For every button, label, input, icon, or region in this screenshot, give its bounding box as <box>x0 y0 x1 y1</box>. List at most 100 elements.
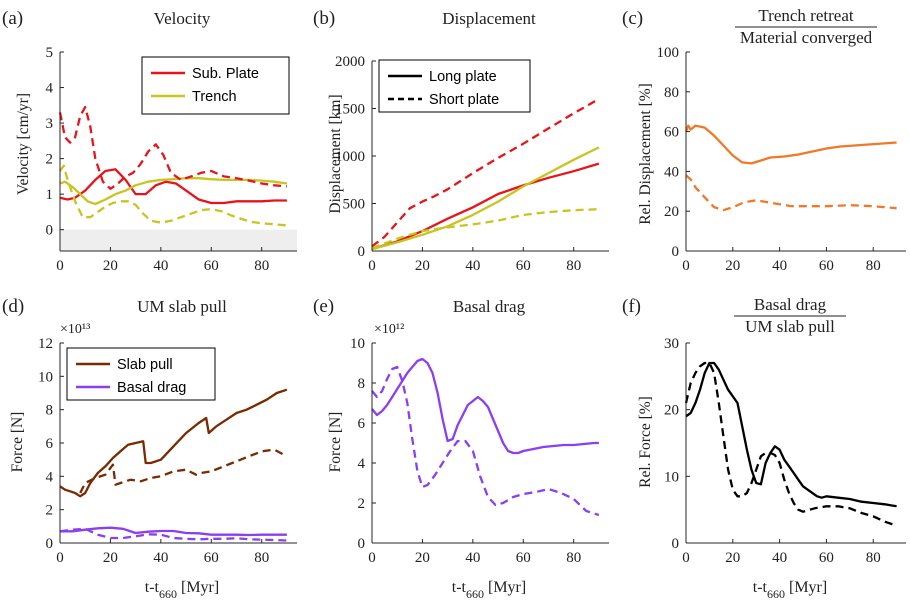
panel-d-axes: 0 20 40 60 80 0 2 4 6 8 10 12 <box>38 336 297 566</box>
panel-c-ylabel: Rel. Displacement [%] <box>637 83 654 225</box>
panel-b-legend-box <box>378 59 531 113</box>
panel-c-y-tick-label: 100 <box>657 45 680 61</box>
panel-a-y-tick-label: 2 <box>46 152 54 168</box>
panel-c-x-tick-label: 20 <box>725 258 740 274</box>
panel-d-legend-box <box>66 347 216 401</box>
panel-f-relative-force: (f) Basal drag UM slab pull Rel. Force [… <box>622 295 906 601</box>
panel-d-x-tick-label: 40 <box>153 550 168 566</box>
panel-e-x-tick-label: 60 <box>516 550 531 566</box>
panel-e-series <box>371 357 600 517</box>
panel-d-x-tick-label: 20 <box>103 550 118 566</box>
panel-c-y-tick-label: 40 <box>664 164 679 180</box>
panel-a-series-yellow-solid <box>59 177 288 206</box>
panel-e-y-tick-label: 0 <box>358 536 366 552</box>
panel-e-xlabel: t-t660 [Myr] <box>452 579 526 601</box>
panel-d-series-purple-dashed <box>59 527 287 542</box>
panel-e-series-purple-dashed <box>371 365 600 517</box>
panel-f-title-denominator: UM slab pull <box>745 317 835 336</box>
panel-d-legend: Slab pull Basal drag <box>66 347 216 401</box>
panel-d-legend-label: Slab pull <box>117 357 173 373</box>
panel-a-series-red-solid <box>59 168 287 205</box>
panel-e-y-tick-label: 10 <box>350 336 365 352</box>
panel-b-title: Displacement <box>442 9 536 28</box>
panel-f-x-tick-label: 40 <box>772 550 787 566</box>
panel-e-y-tick-label: 4 <box>358 456 366 472</box>
panel-f-x-tick-label: 20 <box>725 550 740 566</box>
panel-d-x-tick-label: 60 <box>204 550 219 566</box>
panel-a-legend-label: Trench <box>192 89 237 105</box>
panel-b-y-tick-label: 1500 <box>335 102 365 118</box>
panel-a-y-tick-label: 4 <box>46 81 54 97</box>
panel-d-series-brown-solid <box>59 388 288 498</box>
panel-e-axes: 0 20 40 60 80 0 2 4 6 8 10 <box>350 336 609 566</box>
panel-b-y-tick-label: 0 <box>358 244 366 260</box>
panel-b-x-tick-label: 80 <box>566 258 581 274</box>
panel-f-xlabel: t-t660 [Myr] <box>753 579 827 601</box>
panel-a-x-tick-label: 40 <box>153 258 168 274</box>
panel-a-series-yellow-dashed <box>59 164 288 227</box>
panel-d-ylabel: Force [N] <box>9 412 26 473</box>
panel-a-x-tick-label: 0 <box>56 258 64 274</box>
panel-a-title: Velocity <box>154 9 211 28</box>
panel-d-y-tick-label: 0 <box>46 536 54 552</box>
panel-e-y-tick-label: 8 <box>358 376 366 392</box>
panel-d-series-brown-dashed <box>79 448 288 494</box>
panel-f-y-tick-label: 10 <box>664 469 679 485</box>
panel-e-x-tick-label: 0 <box>368 550 376 566</box>
panel-a-velocity: (a) Velocity Velocity [cm/yr] 0 20 40 60 800… <box>2 8 297 274</box>
panel-a-negative-region <box>60 229 297 251</box>
panel-e-y-tick-label: 6 <box>358 416 366 432</box>
panel-f-title-numerator: Basal drag <box>754 295 827 314</box>
panel-a-legend-box <box>141 56 290 115</box>
panel-d-y-tick-label: 10 <box>38 369 53 385</box>
panel-c-label: (c) <box>622 8 643 29</box>
panel-b-x-tick-label: 40 <box>465 258 480 274</box>
panel-d-title: UM slab pull <box>137 297 227 316</box>
panel-d-series <box>59 388 288 542</box>
panel-b-series-yellow-dashed <box>371 208 599 250</box>
panel-b-ylabel: Displacement [km] <box>327 94 344 213</box>
panel-b-legend-label: Short plate <box>429 92 499 108</box>
panel-f-y-tick-label: 0 <box>672 536 680 552</box>
panel-a-x-tick-label: 60 <box>204 258 219 274</box>
panel-c-y-tick-label: 20 <box>664 204 679 220</box>
panel-c-series <box>684 124 897 212</box>
panel-f-ylabel: Rel. Force [%] <box>637 396 654 488</box>
panel-d-legend-label: Basal drag <box>117 380 186 396</box>
panel-f-y-tick-label: 30 <box>664 336 679 352</box>
panel-c-x-tick-label: 80 <box>866 258 881 274</box>
panel-b-y-tick-label: 1000 <box>335 149 365 165</box>
panel-d-y-tick-label: 8 <box>46 403 54 419</box>
panel-f-x-tick-label: 80 <box>866 550 881 566</box>
panel-c-y-tick-label: 0 <box>672 244 680 260</box>
panel-d-y-tick-label: 12 <box>38 336 53 352</box>
panel-b-series-red-dashed <box>371 97 600 248</box>
panel-c-x-tick-label: 0 <box>682 258 690 274</box>
panel-f-label: (f) <box>622 296 641 317</box>
panel-a-series-red-dashed <box>58 105 287 190</box>
panel-b-axes: 0 20 40 60 80 0 500 1000 1500 2000 <box>335 54 609 274</box>
panel-d-series-purple-solid <box>60 526 287 537</box>
panel-b-legend-label: Long plate <box>429 69 497 85</box>
panel-d-x-tick-label: 0 <box>56 550 64 566</box>
panel-b-x-tick-label: 0 <box>368 258 376 274</box>
panel-c-series-orange-solid <box>684 124 897 165</box>
panel-d-scale-label: ×10¹³ <box>60 322 90 337</box>
panel-e-x-tick-label: 20 <box>415 550 430 566</box>
panel-d-x-tick-label: 80 <box>254 550 269 566</box>
panel-d-y-tick-label: 2 <box>46 503 54 519</box>
panel-a-x-tick-label: 20 <box>103 258 118 274</box>
panel-a-series <box>58 105 288 227</box>
panel-c-relative-displacement: (c) Trench retreat Material converged Re… <box>622 6 906 274</box>
panel-f-series-black-dashed <box>684 361 897 527</box>
panel-c-y-tick-label: 80 <box>664 85 679 101</box>
panel-a-y-tick-label: 1 <box>46 187 54 203</box>
panel-c-series-orange-dashed <box>685 174 897 212</box>
panel-b-legend: Long plate Short plate <box>378 59 531 113</box>
panel-d-y-tick-label: 4 <box>46 469 54 485</box>
panel-c-title-denominator: Material converged <box>740 28 873 47</box>
panel-a-legend-label: Sub. Plate <box>192 66 259 82</box>
panel-e-y-tick-label: 2 <box>358 496 366 512</box>
panel-a-label: (a) <box>2 8 23 29</box>
